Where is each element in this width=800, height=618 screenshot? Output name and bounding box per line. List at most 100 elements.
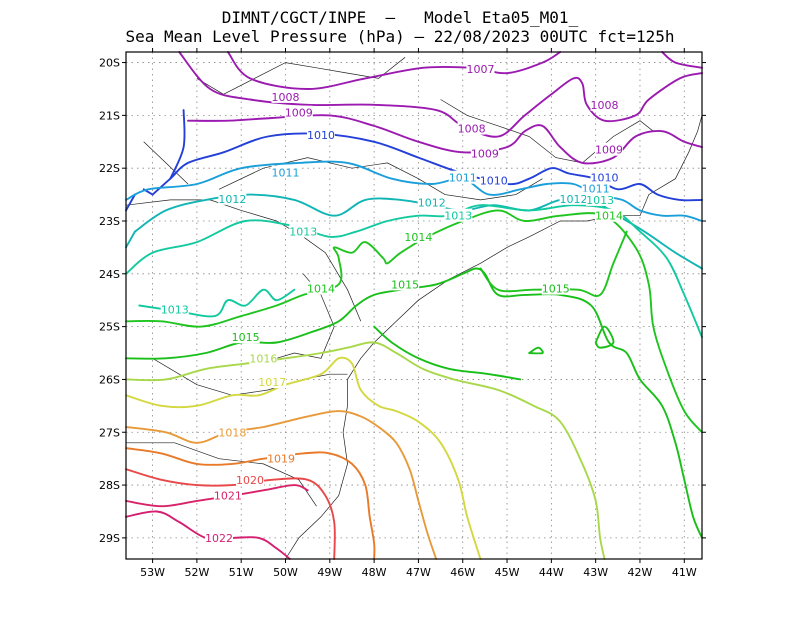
isobar-label-bg	[306, 127, 335, 141]
x-tick-label: 47W	[406, 566, 431, 579]
isobar-label-bg	[218, 425, 247, 439]
x-tick-label: 48W	[362, 566, 387, 579]
y-tick-label: 26S	[99, 373, 120, 386]
isobar-label-bg	[470, 146, 499, 160]
isobar-label-bg	[213, 488, 242, 502]
x-tick-label: 46W	[450, 566, 475, 579]
isobar-1008	[178, 51, 703, 138]
y-tick-label: 21S	[99, 109, 120, 122]
isobar-label-1021: 1021	[214, 490, 242, 503]
isobar-label-bg	[448, 170, 477, 184]
isobar-1010	[169, 109, 186, 180]
isobar-label-bg	[457, 121, 486, 135]
isobar-label-bg	[271, 165, 300, 179]
isobar-label-1010: 1010	[307, 129, 335, 142]
isobar-1007	[226, 51, 562, 90]
isobar-1014	[479, 230, 628, 298]
isobar-1020	[125, 468, 336, 560]
y-axis-ticks: 20S 21S 22S 23S 24S 25S 26S 27S 28S 29S	[99, 57, 706, 545]
isobar-1012	[125, 230, 136, 249]
plot-frame	[125, 51, 703, 560]
x-tick-label: 42W	[628, 566, 653, 579]
isobar-label-1016: 1016	[249, 352, 277, 365]
isobar-label-1011: 1011	[272, 166, 300, 179]
isobar-label-1015: 1015	[391, 278, 419, 291]
isobar-label-bg	[466, 61, 495, 75]
y-tick-label: 24S	[99, 268, 120, 281]
isobar-label-1007: 1007	[466, 63, 494, 76]
x-axis-ticks: 53W 52W 51W 50W 49W 48W 47W 46W 45W 44W 43W 42W 41W	[140, 48, 697, 579]
y-tick-label: 28S	[99, 479, 120, 492]
x-tick-label: 52W	[184, 566, 209, 579]
isobar-1014	[125, 209, 703, 434]
isobar-label-1014: 1014	[307, 283, 335, 296]
isobar-label-1009: 1009	[471, 147, 499, 160]
isobar-label-bg	[391, 277, 420, 291]
coastline-segment	[126, 442, 317, 507]
isobar-label-1008: 1008	[591, 99, 619, 112]
isobar-label-bg	[581, 181, 610, 195]
coastline-segment	[285, 342, 375, 560]
isobar-label-1011: 1011	[582, 182, 610, 195]
isobar-1015	[594, 325, 615, 349]
isobar-label-bg	[231, 330, 260, 344]
y-tick-label: 22S	[99, 162, 120, 175]
isobar-label-bg	[444, 208, 473, 222]
x-tick-label: 50W	[273, 566, 298, 579]
isobar-label-bg	[479, 173, 508, 187]
isobar-label-1022: 1022	[205, 532, 233, 545]
chart-title-line2: Sea Mean Level Pressure (hPa) — 22/08/20…	[125, 27, 674, 46]
isobar-label-1015: 1015	[542, 283, 570, 296]
isobar-label-1019: 1019	[267, 453, 295, 466]
isobar-label-1020: 1020	[236, 474, 264, 487]
x-tick-label: 43W	[583, 566, 608, 579]
x-tick-label: 53W	[140, 566, 165, 579]
coastline-segment	[125, 199, 362, 322]
isobar-label-1008: 1008	[272, 91, 300, 104]
y-tick-label: 27S	[99, 426, 120, 439]
isobar-label-1013: 1013	[586, 194, 614, 207]
isobar-label-1013: 1013	[444, 210, 472, 223]
isobar-label-1012: 1012	[560, 193, 588, 206]
isobar-label-1009: 1009	[285, 107, 313, 120]
isobar-label-bg	[590, 170, 619, 184]
isobar-1009	[187, 114, 703, 165]
isobar-label-bg	[306, 281, 335, 295]
isobar-label-bg	[218, 191, 247, 205]
x-tick-label: 45W	[495, 566, 520, 579]
isobar-label-bg	[541, 281, 570, 295]
isobar-label-bg	[267, 451, 296, 465]
y-tick-label: 25S	[99, 321, 120, 334]
isobar-1018	[125, 410, 438, 560]
isobar-label-1017: 1017	[258, 376, 286, 389]
y-tick-label: 20S	[99, 57, 120, 70]
isobar-label-1010: 1010	[480, 174, 508, 187]
isobar-label-bg	[594, 142, 623, 156]
isobar-label-1013: 1013	[289, 226, 317, 239]
isobar-label-bg	[417, 195, 446, 209]
isobar-label-1012: 1012	[218, 193, 246, 206]
isobar-1015	[125, 267, 703, 539]
isobar-label-1011: 1011	[449, 172, 477, 185]
chart-title-line1: DIMNT/CGCT/INPE — Model Eta05_M01_	[222, 8, 579, 27]
isobar-label-1015: 1015	[232, 331, 260, 344]
isobar-label-bg	[590, 97, 619, 111]
isobar-label-1014: 1014	[595, 210, 623, 223]
isobar-label-1014: 1014	[404, 231, 432, 244]
isobar-label-bg	[258, 375, 287, 389]
isobar-label-bg	[586, 192, 615, 206]
isobar-lines	[125, 51, 703, 560]
isobar-1015	[528, 346, 544, 355]
isobar-label-1012: 1012	[418, 197, 446, 210]
y-tick-label: 23S	[99, 215, 120, 228]
x-tick-label: 44W	[539, 566, 564, 579]
isobar-label-bg	[559, 191, 588, 205]
x-tick-label: 51W	[229, 566, 254, 579]
y-tick-label: 29S	[99, 532, 120, 545]
isobar-label-bg	[404, 229, 433, 243]
x-tick-label: 49W	[317, 566, 342, 579]
isobar-1013	[125, 204, 703, 339]
isobar-1016	[125, 341, 606, 560]
